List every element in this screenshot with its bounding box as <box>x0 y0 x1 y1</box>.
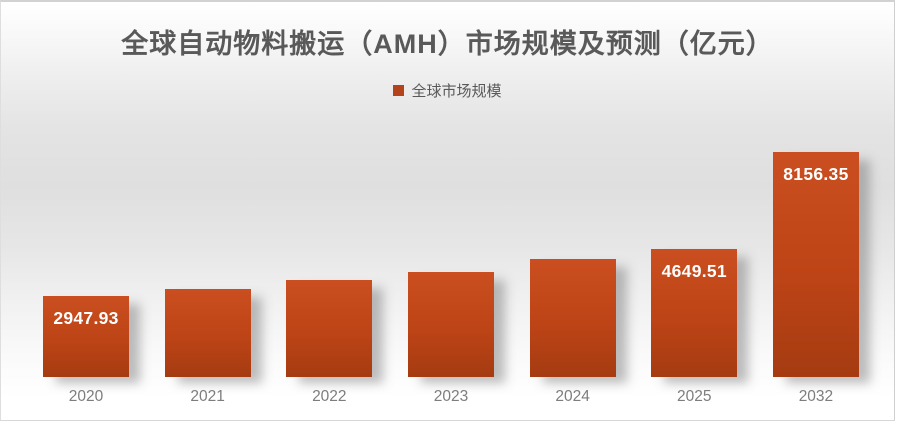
bar-2021 <box>164 289 251 377</box>
bar-2022 <box>286 280 373 377</box>
x-tick-2023: 2023 <box>433 388 469 405</box>
bar-2023 <box>407 272 494 377</box>
legend: 全球市场规模 <box>1 80 894 101</box>
x-tick-2020: 2020 <box>68 388 104 405</box>
bar-value-label: 4649.51 <box>661 261 727 281</box>
x-axis: 2020 2021 2022 2023 2024 2025 2032 <box>43 388 859 406</box>
bars-container: 2947.93 4649.51 8156.35 <box>43 152 859 377</box>
bar-2032: 8156.35 <box>772 152 859 377</box>
bar-2024 <box>529 259 616 377</box>
chart-title: 全球自动物料搬运（AMH）市场规模及预测（亿元） <box>121 29 774 59</box>
x-tick-2021: 2021 <box>190 388 225 405</box>
bar-value-label: 2947.93 <box>53 308 119 328</box>
bar-2025: 4649.51 <box>651 249 738 377</box>
x-tick-2025: 2025 <box>677 388 712 405</box>
bar-value-label: 8156.35 <box>783 164 849 184</box>
x-tick-2032: 2032 <box>798 388 834 405</box>
legend-marker-icon <box>393 85 405 96</box>
x-tick-2024: 2024 <box>555 388 590 405</box>
bar-2020: 2947.93 <box>43 296 129 377</box>
legend-label: 全球市场规模 <box>411 83 502 100</box>
x-tick-2022: 2022 <box>312 388 347 405</box>
